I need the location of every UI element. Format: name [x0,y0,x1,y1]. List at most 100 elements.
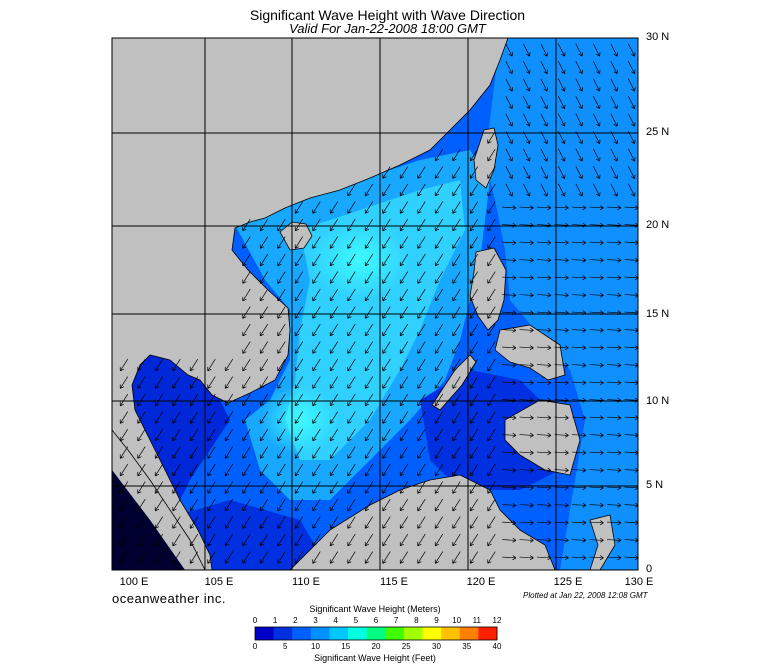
wave-arrow [259,341,269,354]
colorbar-meter-tick: 4 [333,616,338,625]
wave-arrow [501,537,517,543]
colorbar-feet-tick: 10 [311,642,320,651]
wave-arrow [606,450,622,456]
wave-arrow [434,271,444,284]
wave-arrow [558,131,566,145]
wave-arrow [505,61,513,75]
wave-arrow [501,397,517,403]
wave-arrow [554,467,569,473]
wave-arrow [207,428,216,442]
wave-direction-arrows [119,43,638,564]
wave-arrow [347,428,356,442]
wave-arrow [487,481,496,494]
wave-arrow [434,288,444,302]
colorbar-feet-tick: 15 [341,642,351,651]
colorbar-meter-tick: 6 [373,616,379,625]
wave-arrow [224,358,234,372]
colorbar-swatch [422,627,442,640]
wave-arrow [329,463,339,477]
wave-arrow [519,205,534,211]
wave-arrow [294,358,304,372]
wave-arrow [172,411,181,424]
wave-arrow [536,362,552,368]
wave-arrow [277,393,286,407]
wave-arrow [259,253,269,267]
wave-arrow [434,463,444,477]
wave-arrow [347,533,356,547]
wave-arrow [487,201,496,214]
wave-arrow [399,481,409,494]
wave-arrow [558,43,566,57]
wave-arrow [154,498,164,512]
wave-arrow [189,498,199,512]
wave-arrow [399,463,409,477]
wave-arrow [364,481,374,494]
wave-arrow [469,551,479,564]
wave-arrow [452,271,461,284]
wave-arrow [434,411,444,424]
colorbar-swatch [348,627,368,640]
wave-arrow [606,380,622,386]
wave-arrow [312,236,321,249]
wave-arrow [382,376,391,389]
wave-arrow [589,520,604,526]
wave-arrow [554,205,569,211]
wave-arrow [501,520,517,526]
wave-arrow [347,481,356,494]
wave-arrow [224,376,234,389]
wave-arrow [417,218,426,232]
colorbar-meter-tick: 10 [452,616,462,625]
wave-arrow [628,43,636,57]
wave-arrow [294,271,304,284]
wave-arrow [589,467,604,473]
wave-arrow [519,222,534,228]
palawan-land [431,354,477,411]
wave-arrow [519,240,534,246]
wave-arrow [312,463,321,477]
wave-arrow [469,306,479,319]
wave-arrow [606,275,622,281]
lat-label-20n: 20 N [646,219,670,231]
wave-arrow [294,463,304,477]
wave-arrow [329,393,339,407]
wave-arrow [501,310,517,316]
lat-label-30n: 30 N [646,31,670,43]
wave-arrow [347,253,356,267]
pacific-sea-region [485,38,638,570]
wave-arrow [589,537,604,543]
wave-arrow [399,358,409,372]
wave-arrow [364,446,374,459]
wave-arrow [589,310,604,316]
wave-arrow [589,397,604,403]
wave-arrow [294,376,304,389]
wave-arrow [610,148,618,162]
map-title: Significant Wave Height with Wave Direct… [249,7,526,23]
wave-arrow [452,341,461,354]
wave-arrow [154,516,164,529]
taiwan-land [473,127,499,189]
wave-arrow [312,411,321,424]
wave-arrow [382,393,391,407]
wave-arrow [277,358,286,372]
wave-arrow [487,446,496,459]
wave-arrow [540,183,548,197]
wave-arrow [399,166,409,179]
wave-arrow [606,240,622,246]
wave-arrow [364,411,374,424]
wave-arrow [606,502,622,508]
wave-arrow [469,288,479,302]
wave-arrow [242,271,251,284]
wave-arrow [571,362,587,368]
wave-arrow [364,376,374,389]
wave-arrow [452,253,461,267]
wave-arrow [277,481,286,494]
wave-arrow [347,498,356,512]
wave-arrow [589,345,604,351]
wave-arrow [382,288,391,302]
wave-arrow [589,380,604,386]
wave-arrow [571,380,587,386]
wave-arrow [571,415,587,421]
wave-arrow [399,533,409,547]
borneo-land [289,474,556,570]
wave-arrow [558,166,566,180]
